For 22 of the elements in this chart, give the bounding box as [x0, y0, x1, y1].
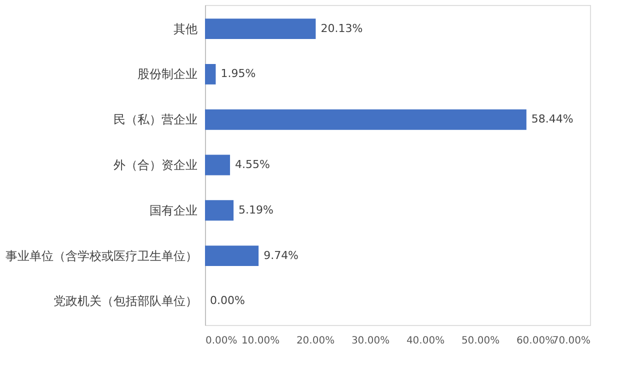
data-label: 20.13% [320, 22, 363, 35]
data-label: 4.55% [235, 158, 270, 171]
y-tick-label: 事业单位（含学校或医疗卫生单位） [6, 248, 198, 263]
x-tick-label: 60.00% [516, 336, 555, 346]
data-label: 9.74% [264, 248, 299, 262]
x-tick-label: 10.00% [241, 336, 280, 346]
x-tick-label: 0.00% [206, 336, 238, 346]
x-tick-label: 40.00% [406, 336, 445, 346]
x-tick-label: 70.00% [552, 336, 590, 346]
y-tick-label: 其他 [174, 22, 198, 36]
data-label: 58.44% [531, 112, 574, 126]
x-tick-label: 20.00% [296, 336, 335, 346]
x-tick-label: 50.00% [461, 336, 500, 346]
y-tick-label: 外（合）资企业 [114, 158, 198, 172]
y-tick-label: 党政机关（包括部队单位） [54, 294, 198, 308]
x-tick-label: 30.00% [351, 336, 390, 346]
data-label: 5.19% [238, 203, 274, 216]
y-tick-label: 股份制企业 [138, 67, 198, 82]
y-tick-label: 国有企业 [150, 203, 198, 218]
y-tick-label: 民（私）营企业 [114, 112, 198, 127]
data-label: 1.95% [220, 67, 256, 80]
data-label: 0.00% [210, 294, 245, 308]
